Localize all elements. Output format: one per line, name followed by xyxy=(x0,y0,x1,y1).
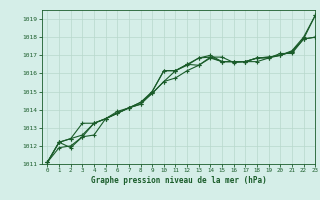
X-axis label: Graphe pression niveau de la mer (hPa): Graphe pression niveau de la mer (hPa) xyxy=(91,176,266,185)
